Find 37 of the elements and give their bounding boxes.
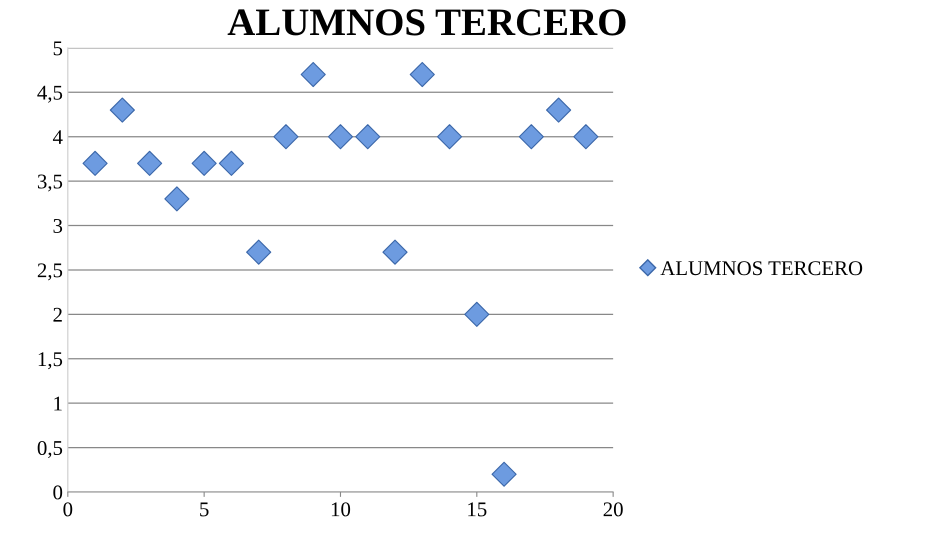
point xyxy=(436,124,462,150)
y-tick-label: 0,5 xyxy=(38,440,62,458)
point xyxy=(546,97,572,123)
y-tick-label: 1,5 xyxy=(38,352,62,370)
point xyxy=(355,124,380,150)
point xyxy=(328,124,354,150)
point xyxy=(273,124,299,150)
point xyxy=(573,124,598,150)
y-tick-label: 4 xyxy=(52,130,63,144)
point xyxy=(300,62,326,88)
point xyxy=(137,150,162,176)
chart-title: ALUMNOS TERCERO xyxy=(228,9,626,36)
point xyxy=(518,124,544,150)
legend-label: ALUMNOS TERCERO xyxy=(660,261,862,276)
y-tick-label: 3 xyxy=(54,218,62,233)
y-tick-label: 2 xyxy=(53,308,62,322)
x-tick-label: 15 xyxy=(468,502,486,516)
point xyxy=(410,62,435,88)
point xyxy=(82,150,108,176)
point xyxy=(491,462,517,487)
point xyxy=(110,97,135,123)
point xyxy=(192,150,217,176)
point xyxy=(246,240,272,265)
y-tick-label: 1 xyxy=(54,396,62,410)
point xyxy=(464,302,490,327)
y-tick-label: 5 xyxy=(54,41,62,56)
x-tick-label: 5 xyxy=(200,502,209,516)
x-tick-label: 0 xyxy=(63,502,72,516)
y-tick-label: 4,5 xyxy=(37,86,62,103)
point xyxy=(164,186,190,212)
y-tick-label: 3,5 xyxy=(38,174,62,192)
y-tick-label: 2,5 xyxy=(38,263,62,280)
y-tick-label: 0 xyxy=(53,485,62,500)
x-tick-label: 20 xyxy=(604,502,623,516)
point xyxy=(382,240,408,265)
x-tick-label: 10 xyxy=(332,502,350,516)
point xyxy=(218,150,244,176)
